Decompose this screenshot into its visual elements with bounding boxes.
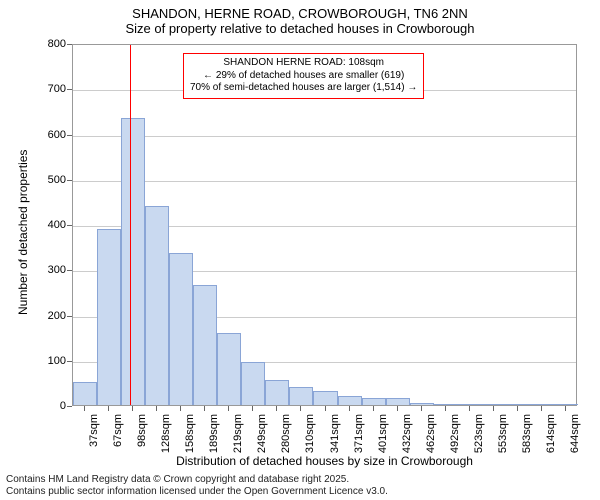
ytick-label: 800 [40,38,66,50]
ytick-label: 700 [40,83,66,95]
histogram-bar [313,391,337,405]
chart-title-line1: SHANDON, HERNE ROAD, CROWBOROUGH, TN6 2N… [0,0,600,21]
xtick-mark [325,406,326,411]
ytick-mark [67,225,72,226]
xtick-mark [84,406,85,411]
ytick-mark [67,361,72,362]
xtick-mark [373,406,374,411]
annotation-box: SHANDON HERNE ROAD: 108sqm← 29% of detac… [183,53,424,99]
histogram-bar [434,404,458,405]
histogram-bar [410,403,434,405]
xtick-mark [421,406,422,411]
xtick-label: 67sqm [112,414,124,454]
xtick-mark [541,406,542,411]
xtick-mark [108,406,109,411]
histogram-bar [554,404,578,405]
xtick-mark [565,406,566,411]
xtick-label: 128sqm [160,414,172,454]
ytick-mark [67,316,72,317]
xtick-label: 280sqm [280,414,292,454]
histogram-bar [289,387,313,405]
xtick-label: 37sqm [88,414,100,454]
annotation-line: SHANDON HERNE ROAD: 108sqm [190,57,417,70]
xtick-mark [469,406,470,411]
x-axis-label: Distribution of detached houses by size … [72,454,577,468]
xtick-mark [156,406,157,411]
xtick-mark [132,406,133,411]
histogram-bar [530,404,554,405]
gridline [73,181,576,182]
annotation-line: ← 29% of detached houses are smaller (61… [190,70,417,83]
ytick-label: 500 [40,174,66,186]
xtick-label: 249sqm [256,414,268,454]
xtick-label: 189sqm [208,414,220,454]
ytick-mark [67,180,72,181]
footer-line1: Contains HM Land Registry data © Crown c… [6,474,388,486]
xtick-mark [276,406,277,411]
histogram-bar [362,398,386,405]
xtick-mark [493,406,494,411]
xtick-mark [349,406,350,411]
histogram-bar [265,380,289,405]
xtick-label: 462sqm [425,414,437,454]
histogram-bar [386,398,410,405]
ytick-label: 300 [40,264,66,276]
xtick-mark [397,406,398,411]
xtick-mark [445,406,446,411]
histogram-bar [506,404,530,405]
histogram-bar [241,362,265,405]
ytick-mark [67,270,72,271]
xtick-label: 401sqm [377,414,389,454]
ytick-mark [67,406,72,407]
histogram-bar [193,285,217,405]
y-axis-label: Number of detached properties [16,150,30,315]
ytick-label: 400 [40,219,66,231]
ytick-label: 100 [40,355,66,367]
xtick-label: 310sqm [304,414,316,454]
ytick-mark [67,44,72,45]
xtick-label: 219sqm [232,414,244,454]
ytick-label: 200 [40,310,66,322]
ytick-mark [67,89,72,90]
xtick-label: 98sqm [136,414,148,454]
gridline [73,136,576,137]
xtick-label: 644sqm [569,414,581,454]
histogram-bar [458,404,482,405]
xtick-label: 583sqm [521,414,533,454]
ytick-label: 0 [40,400,66,412]
annotation-line: 70% of semi-detached houses are larger (… [190,82,417,95]
histogram-bar [169,253,193,405]
histogram-bar [97,229,121,405]
xtick-mark [204,406,205,411]
xtick-mark [252,406,253,411]
xtick-label: 523sqm [473,414,485,454]
histogram-bar [482,404,506,405]
xtick-label: 432sqm [401,414,413,454]
chart-container: SHANDON, HERNE ROAD, CROWBOROUGH, TN6 2N… [0,0,600,500]
ytick-mark [67,135,72,136]
xtick-mark [228,406,229,411]
xtick-label: 492sqm [449,414,461,454]
marker-line [130,45,131,405]
histogram-bar [121,118,145,405]
xtick-label: 158sqm [184,414,196,454]
xtick-mark [180,406,181,411]
ytick-label: 600 [40,129,66,141]
plot-area: SHANDON HERNE ROAD: 108sqm← 29% of detac… [72,44,577,406]
xtick-mark [517,406,518,411]
histogram-bar [145,206,169,405]
xtick-label: 341sqm [329,414,341,454]
xtick-mark [300,406,301,411]
footer-line2: Contains public sector information licen… [6,486,388,498]
xtick-label: 553sqm [497,414,509,454]
xtick-label: 371sqm [353,414,365,454]
histogram-bar [73,382,97,405]
chart-title-line2: Size of property relative to detached ho… [0,21,600,38]
xtick-label: 614sqm [545,414,557,454]
histogram-bar [338,396,362,405]
footer-attribution: Contains HM Land Registry data © Crown c… [6,474,388,498]
histogram-bar [217,333,241,405]
